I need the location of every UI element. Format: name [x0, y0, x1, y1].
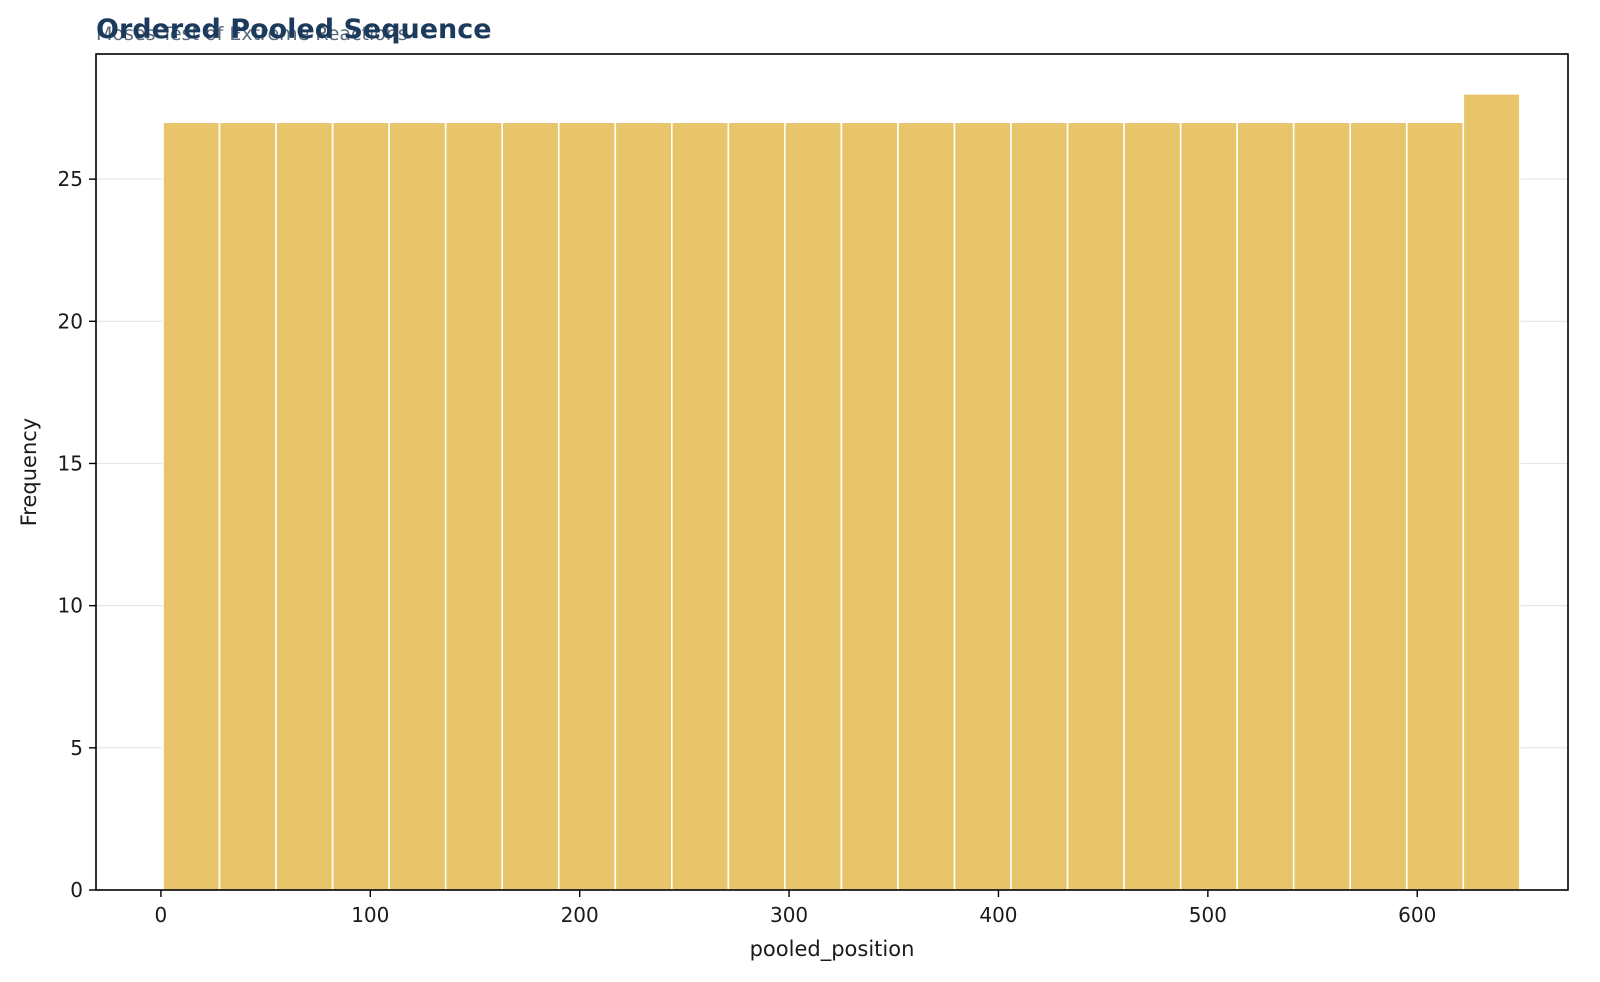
histogram-bar [557, 121, 617, 891]
histogram-bar [218, 121, 277, 891]
plot-frame [95, 53, 1569, 891]
x-tick-label: 400 [979, 903, 1017, 927]
x-tick-label: 0 [155, 903, 168, 927]
histogram-bar [275, 121, 334, 891]
histogram-bar [1236, 121, 1295, 891]
histogram-bar [953, 121, 1012, 891]
x-tick-label: 200 [561, 903, 599, 927]
histogram-bars [162, 93, 1521, 891]
chart-title: Ordered Pooled Sequence [96, 14, 492, 45]
histogram-bar [1405, 121, 1465, 891]
histogram-bar [1010, 121, 1069, 891]
histogram-bar [1179, 121, 1238, 891]
histogram-bar [784, 121, 843, 891]
y-tick-label: 5 [70, 736, 83, 760]
histogram-bar [897, 121, 956, 891]
histogram-bar [444, 121, 504, 891]
histogram-bar [1066, 121, 1125, 891]
histogram-bar [727, 121, 786, 891]
histogram-bar [1462, 93, 1521, 891]
x-axis-label: pooled_position [750, 937, 915, 962]
histogram-bar [1349, 121, 1408, 891]
histogram-bar [614, 121, 673, 891]
x-tick-label: 600 [1398, 903, 1436, 927]
y-tick-label: 0 [70, 878, 83, 902]
histogram-bar [331, 121, 390, 891]
y-tick-label: 25 [58, 167, 83, 191]
histogram-bar [1123, 121, 1182, 891]
histogram-bar [1292, 121, 1352, 891]
histogram-bar [671, 121, 730, 891]
histogram-bar [162, 121, 221, 891]
x-tick-label: 500 [1189, 903, 1227, 927]
y-axis-ticks: 0 5 10 15 20 25 [58, 167, 96, 902]
histogram-bar [501, 121, 560, 891]
histogram-bar [840, 121, 899, 891]
x-tick-label: 100 [351, 903, 389, 927]
y-tick-label: 15 [58, 451, 83, 475]
y-tick-label: 20 [58, 309, 83, 333]
x-tick-label: 300 [770, 903, 808, 927]
chart-subtitle: Moses Test of Extreme Reactions [96, 23, 408, 45]
y-axis-label: Frequency [17, 418, 41, 527]
histogram-bar [388, 121, 447, 891]
x-axis-ticks: 0 100 200 300 400 500 600 [155, 890, 1436, 927]
y-tick-label: 10 [58, 594, 83, 618]
